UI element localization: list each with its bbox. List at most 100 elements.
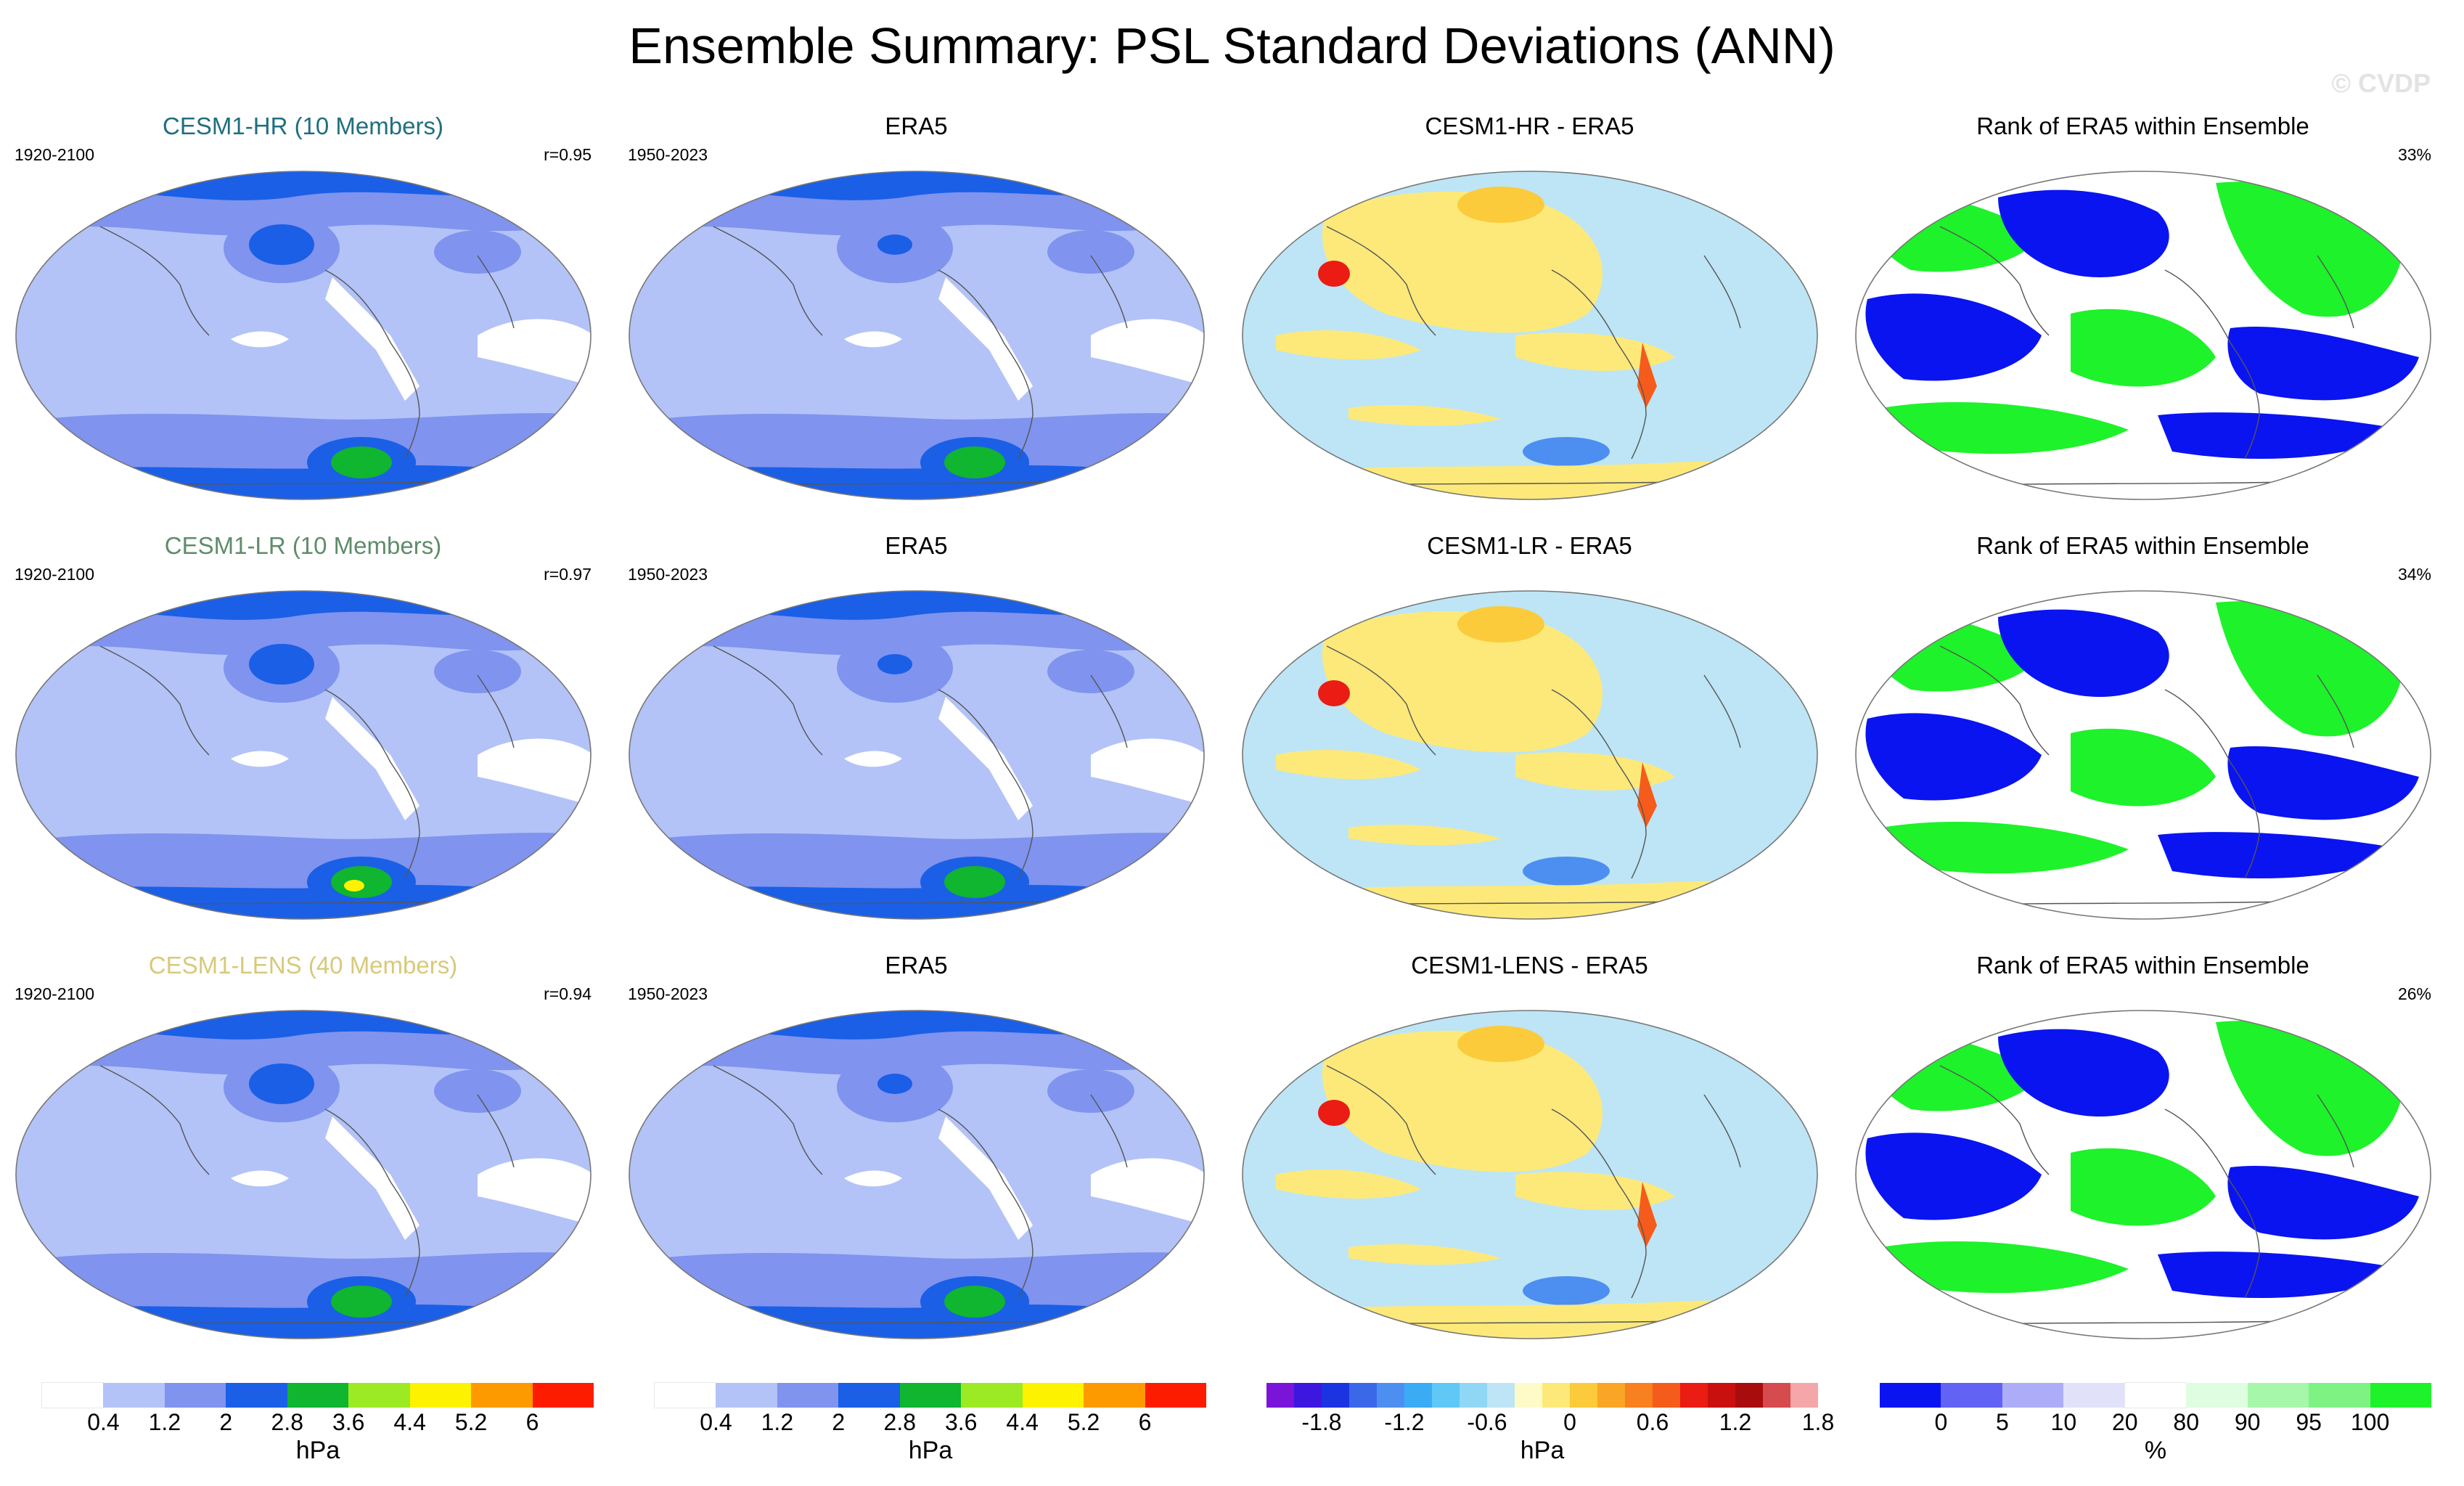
colorbar-tick-label: 0	[1934, 1409, 1948, 1435]
field-trop-pacific	[844, 331, 902, 348]
field-npac-high	[249, 644, 314, 685]
panel-title: CESM1-HR - ERA5	[1425, 113, 1634, 139]
coastline-asia	[1939, 645, 2050, 756]
panel-stat: r=0.95	[544, 145, 592, 164]
field-trop-pacific	[231, 331, 289, 348]
field-arctic-pos	[1457, 187, 1544, 223]
map-diff	[1242, 1010, 1818, 1339]
field-rank-so-east	[2158, 412, 2404, 459]
map-outline	[629, 590, 1205, 920]
field-arctic-pos	[1457, 1026, 1544, 1062]
map-outline	[15, 171, 592, 500]
colorbar-tick-label: -0.6	[1467, 1409, 1507, 1435]
panel-period: 1920-2100	[15, 984, 94, 1003]
colorbar-swatches	[1266, 1383, 1818, 1408]
map-model	[15, 590, 592, 920]
panel-stat: r=0.97	[544, 565, 592, 584]
field-antarctic-pos	[1243, 881, 1817, 919]
field-amundsen-peak	[331, 446, 392, 478]
field-natl-mid	[434, 230, 521, 274]
coastline-europe	[477, 255, 515, 329]
colorbar-swatch-8	[2370, 1383, 2431, 1408]
colorbar-tick-label: 5.2	[1067, 1409, 1100, 1435]
coastline-americas	[1551, 269, 1647, 460]
panel-rank-row1: Rank of ERA5 within Ensemble 33%	[1840, 109, 2446, 515]
colorbar-swatch-9	[1515, 1383, 1542, 1408]
colorbar-tick-label: -1.2	[1384, 1409, 1425, 1435]
colorbar-tick-label: 6	[525, 1409, 539, 1435]
map-diff	[1242, 171, 1818, 500]
colorbar-swatch-0	[1880, 1383, 1941, 1408]
colorbar-swatch-3	[226, 1383, 287, 1408]
colorbar-tick-label: 3.6	[944, 1409, 978, 1435]
colorbar-psl-stddev-2: 0.4 1.2 2 2.8 3.6 4.4 5.2 6 hPa	[653, 1382, 1206, 1464]
colorbar-tick-label: 2	[832, 1409, 846, 1435]
coastline-europe	[2317, 1094, 2354, 1168]
colorbar-swatch-15	[1680, 1383, 1708, 1408]
colorbar-ticks: 0.4 1.2 2 2.8 3.6 4.4 5.2 6	[655, 1409, 1206, 1438]
field-rank-satl	[2227, 746, 2419, 820]
map-rank	[1855, 171, 2431, 500]
colorbar-tick-label: 0.4	[87, 1409, 120, 1435]
panel-title: ERA5	[885, 532, 948, 559]
coastline-asia	[1326, 226, 1436, 336]
field-rank-so-west	[1882, 401, 2129, 454]
coastline-americas	[938, 269, 1034, 460]
figure-title: Ensemble Summary: PSL Standard Deviation…	[629, 17, 1835, 74]
colorbar-swatch-14	[1653, 1383, 1680, 1408]
field-north-core	[670, 171, 1149, 200]
coastline-asia	[713, 226, 823, 336]
map-outline	[1855, 1010, 2431, 1339]
panel-diff-row3: CESM1-LENS - ERA5	[1227, 948, 1833, 1355]
field-rank-indian	[1865, 713, 2042, 801]
map-model	[15, 171, 592, 500]
panel-rank-row2: Rank of ERA5 within Ensemble 34%	[1840, 528, 2446, 935]
field-americas-white	[325, 277, 419, 401]
panel-title: ERA5	[885, 952, 948, 979]
panel-period: 1950-2023	[628, 145, 708, 164]
colorbar-tick-label: 4.4	[393, 1409, 426, 1435]
panel-stat: 26%	[2397, 984, 2431, 1003]
field-amundsen-peak	[944, 1286, 1005, 1318]
colorbar-swatch-10	[1542, 1383, 1570, 1408]
colorbar-tick-label: 4.4	[1006, 1409, 1039, 1435]
field-tibet-max	[1318, 261, 1350, 287]
coastline-americas	[1551, 1109, 1647, 1299]
coastline-europe	[2317, 255, 2354, 329]
panel-obs-row2: ERA5 1950-2023	[613, 528, 1219, 935]
field-rank-npac	[1998, 189, 2169, 277]
field-south-pos	[1348, 1244, 1501, 1265]
colorbar-swatch-18	[1763, 1383, 1790, 1408]
panel-diff-row1: CESM1-HR - ERA5	[1227, 109, 1833, 515]
coastline-asia	[99, 226, 210, 336]
field-atlantic-white	[478, 738, 591, 806]
field-north-core	[57, 171, 536, 200]
map-outline	[1242, 1010, 1818, 1339]
coastline-americas	[324, 269, 420, 460]
field-arctic-pos	[1457, 606, 1544, 642]
colorbar-swatch-7	[1084, 1383, 1145, 1408]
field-pacific-pos	[1515, 332, 1675, 371]
colorbar-swatch-5	[1404, 1383, 1432, 1408]
colorbar-tick-label: 95	[2296, 1409, 2322, 1435]
colorbar-swatch-8	[1145, 1383, 1206, 1408]
map-outline	[1855, 590, 2431, 920]
panel-rank-row3: Rank of ERA5 within Ensemble 26%	[1840, 948, 2446, 1355]
field-natl-mid	[434, 650, 521, 693]
panel-title: CESM1-LR (10 Members)	[164, 532, 442, 559]
colorbar-swatch-7	[1460, 1383, 1487, 1408]
field-atlantic-white	[478, 1158, 591, 1225]
map-outline	[629, 171, 1205, 500]
coastline-asia	[1326, 645, 1436, 756]
colorbar-tick-label: 1.2	[761, 1409, 794, 1435]
colorbar-swatch-5	[2186, 1383, 2248, 1408]
field-north-core	[670, 591, 1149, 620]
colorbar-swatch-2	[2002, 1383, 2064, 1408]
colorbar-swatch-12	[1597, 1383, 1625, 1408]
field-atlantic-white	[1091, 738, 1204, 806]
colorbar-tick-label: 0.6	[1636, 1409, 1669, 1435]
colorbar-swatch-4	[287, 1383, 349, 1408]
colorbar-ticks: 0.4 1.2 2 2.8 3.6 4.4 5.2 6	[42, 1409, 594, 1438]
field-south-pos	[1348, 824, 1501, 846]
colorbar-tick-label: 0.4	[700, 1409, 732, 1435]
